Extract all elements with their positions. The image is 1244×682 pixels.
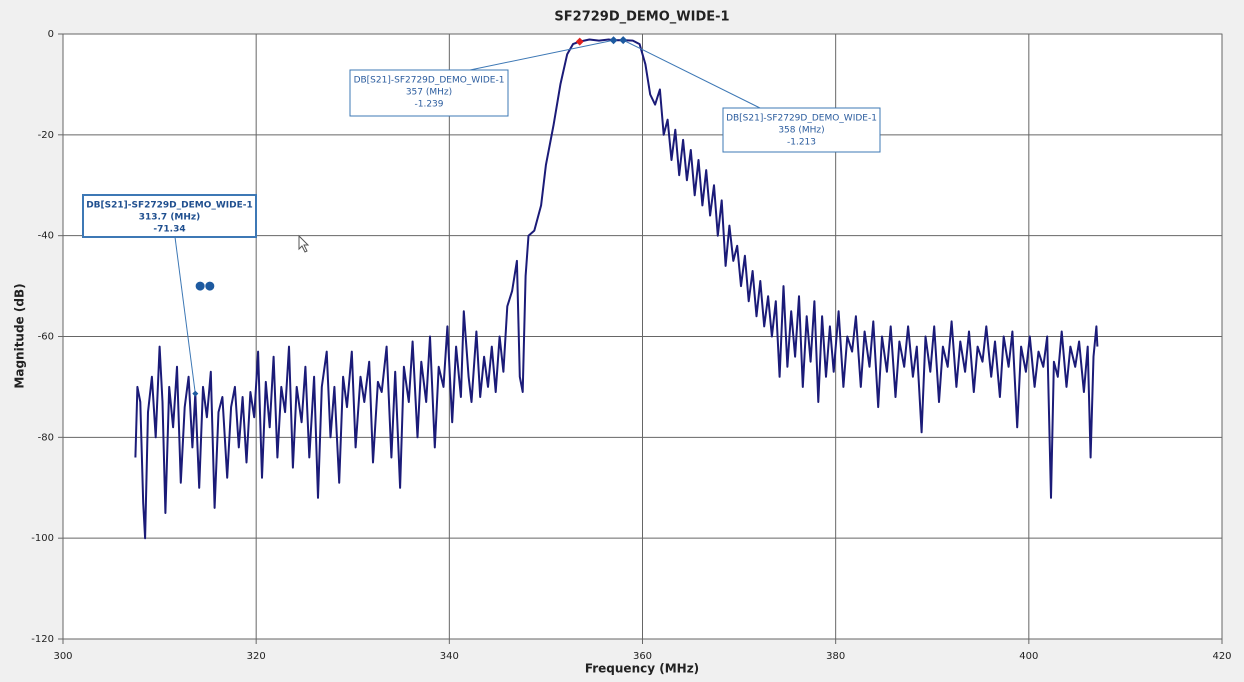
y-axis-label: Magnitude (dB) [13, 283, 27, 388]
y-tick-label: -120 [31, 634, 54, 645]
leader-line [174, 236, 196, 394]
x-tick-label: 300 [53, 651, 72, 662]
annotation-marker [192, 390, 199, 397]
x-axis-label: Frequency (MHz) [585, 662, 699, 676]
x-tick-label: 320 [247, 651, 266, 662]
leader-line [469, 39, 614, 71]
x-tick-label: 360 [633, 651, 652, 662]
marker [195, 281, 205, 291]
mouse-cursor [298, 234, 310, 253]
y-tick-label: -20 [38, 130, 54, 141]
marker [205, 281, 215, 291]
annotation-text: DB[S21]-SF2729D_DEMO_WIDE-1 [726, 114, 877, 124]
y-tick-label: -80 [38, 432, 54, 443]
leader-line [622, 39, 761, 109]
annotation-text: -71.34 [153, 225, 185, 235]
annotation-text: 313.7 (MHz) [139, 213, 201, 223]
trace-line [134, 38, 1099, 540]
annotation-text: -1.213 [787, 138, 816, 148]
annotation-text: 357 (MHz) [406, 88, 452, 98]
annotation-box [349, 69, 509, 117]
x-tick-label: 420 [1212, 651, 1231, 662]
y-tick-label: 0 [48, 29, 54, 40]
chart-title: SF2729D_DEMO_WIDE-1 [554, 10, 729, 25]
annotation-text: DB[S21]-SF2729D_DEMO_WIDE-1 [86, 201, 253, 211]
y-tick-label: -100 [31, 533, 54, 544]
annotation-text: -1.239 [414, 100, 443, 110]
x-tick-label: 400 [1019, 651, 1038, 662]
annotation-box [82, 194, 257, 238]
annotation-marker [619, 36, 628, 45]
marker [575, 37, 584, 46]
annotation-box [722, 107, 881, 153]
y-tick-label: -40 [38, 231, 54, 242]
annotation-text: DB[S21]-SF2729D_DEMO_WIDE-1 [354, 76, 505, 86]
x-tick-label: 380 [826, 651, 845, 662]
y-tick-label: -60 [38, 332, 54, 343]
annotation-text: 358 (MHz) [778, 126, 824, 136]
x-tick-label: 340 [440, 651, 459, 662]
annotation-marker [609, 36, 618, 45]
